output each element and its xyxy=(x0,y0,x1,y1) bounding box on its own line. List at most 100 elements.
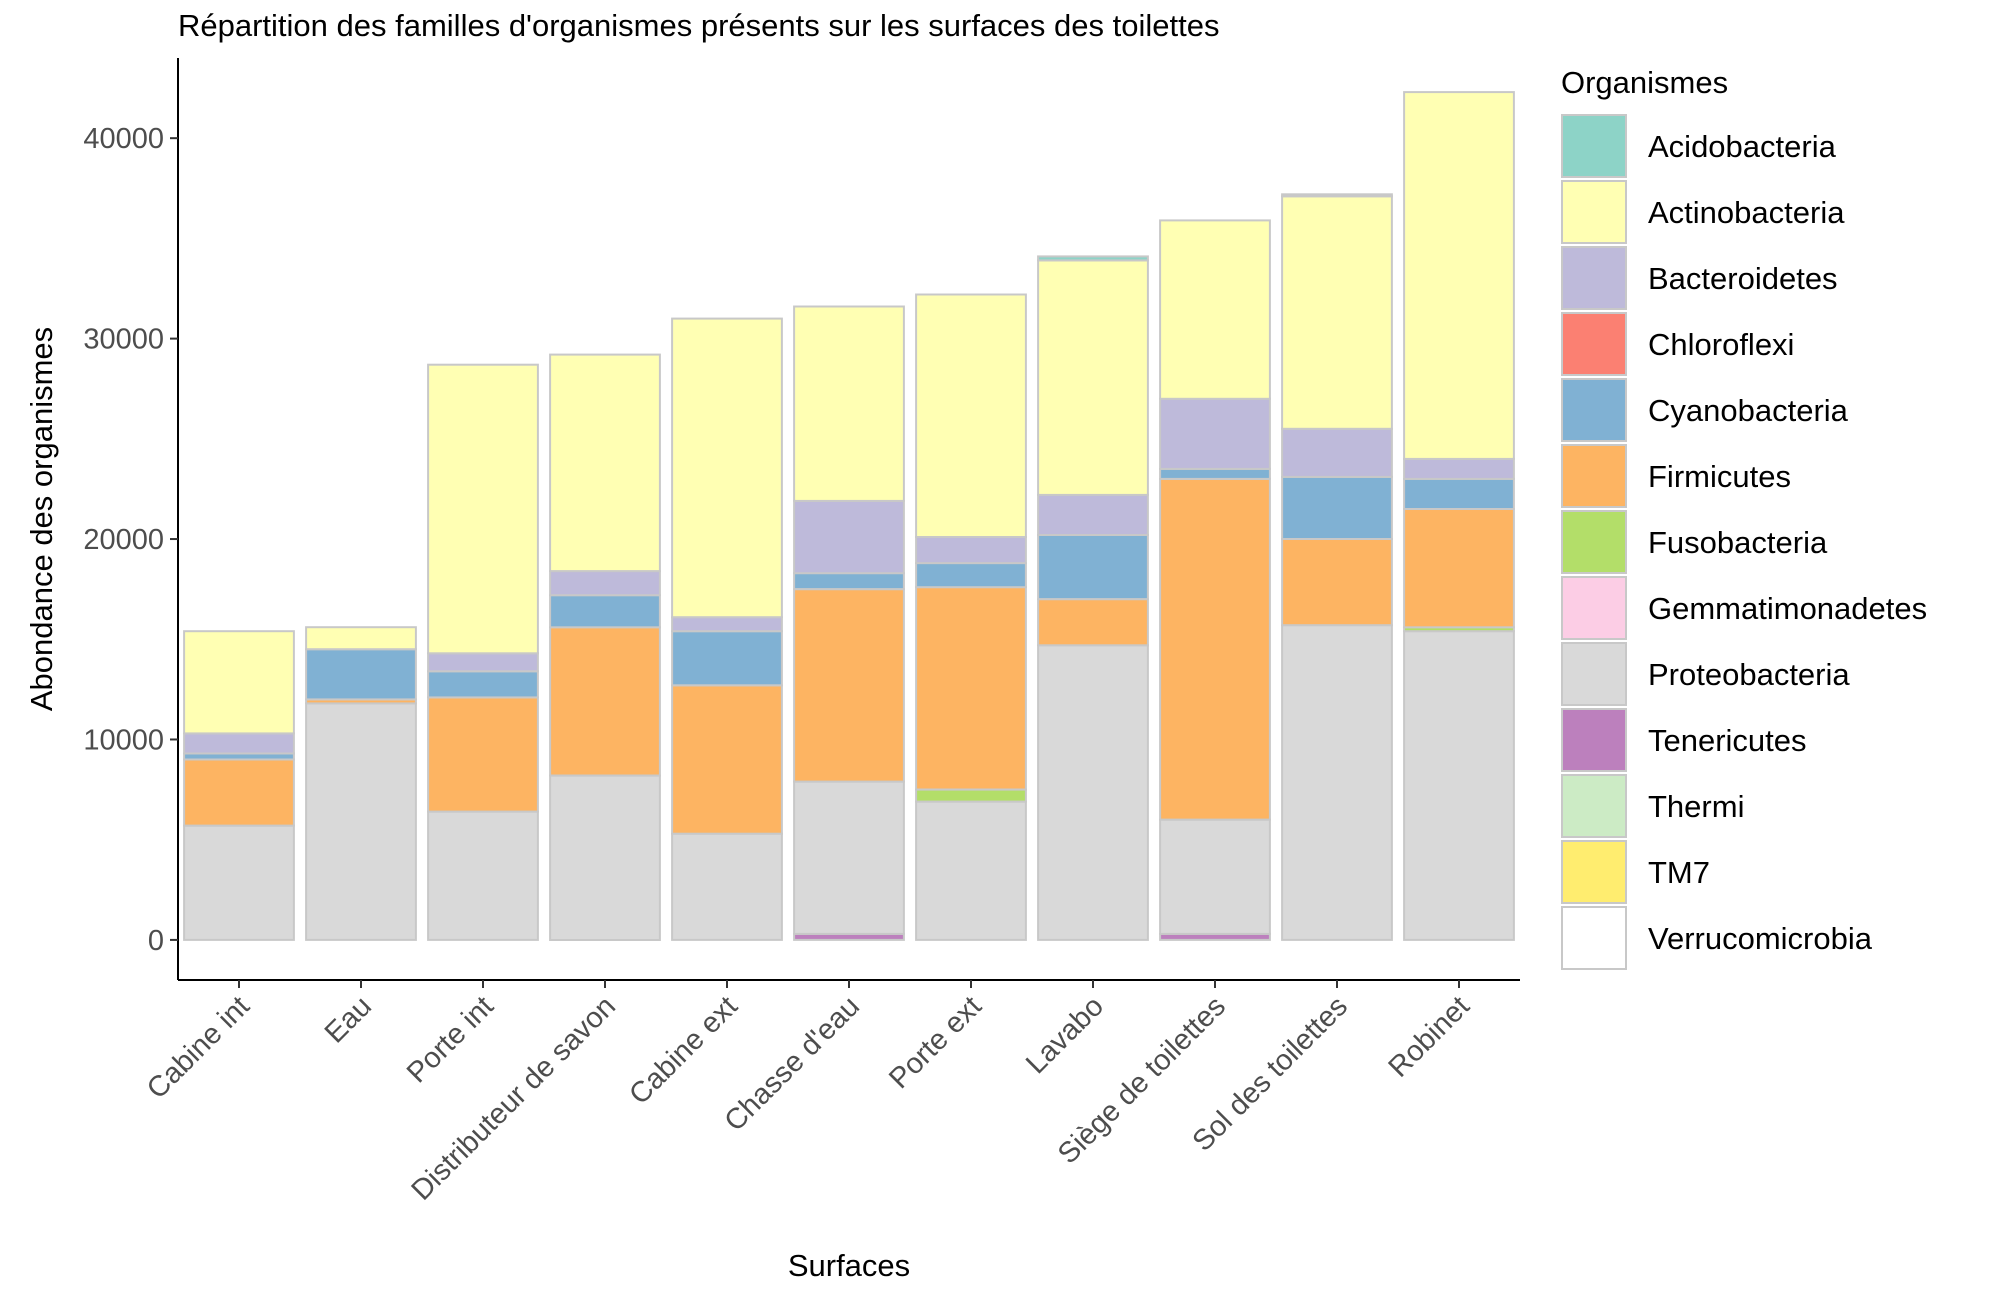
legend-swatch-gemmatimonadetes xyxy=(1561,576,1627,640)
bar-porte-ext-firmicutes xyxy=(915,586,1027,791)
legend-label-bacteroidetes: Bacteroidetes xyxy=(1648,261,1838,296)
y-ticks-group: 0 10000 20000 30000 40000 xyxy=(83,123,178,957)
legend-swatch-bacteroidetes xyxy=(1561,246,1627,310)
legend-label-tm7: TM7 xyxy=(1648,855,1710,890)
bar-cabine-int-firmicutes xyxy=(183,758,295,827)
legend-label-chloroflexi: Chloroflexi xyxy=(1648,327,1794,362)
legend: Acidobacteria Actinobacteria Bacteroidetes… xyxy=(1561,114,1927,970)
bar-porte-ext-cyanobacteria xyxy=(915,562,1027,589)
legend-label-thermi: Thermi xyxy=(1648,789,1744,824)
bar-chasse-d-eau-actinobacteria xyxy=(793,305,905,502)
bar-distributeur-de-savon-actinobacteria xyxy=(549,353,661,573)
x-tick-label-cabine-int: Cabine int xyxy=(141,990,256,1105)
bar-porte-int-firmicutes xyxy=(427,696,539,813)
legend-swatch-cyanobacteria xyxy=(1561,378,1627,442)
legend-label-gemmatimonadetes: Gemmatimonadetes xyxy=(1648,591,1927,626)
bar-robinet-actinobacteria xyxy=(1403,91,1515,460)
bar-cabine-ext-proteobacteria xyxy=(671,832,783,941)
legend-swatch-fusobacteria xyxy=(1561,510,1627,574)
bar-porte-int-proteobacteria xyxy=(427,810,539,941)
bar-porte-ext-fusobacteria xyxy=(915,788,1027,803)
bar-eau-actinobacteria xyxy=(305,626,417,651)
legend-swatch-tm7 xyxy=(1561,840,1627,904)
bar-lavabo-proteobacteria xyxy=(1037,644,1149,941)
bar-robinet-cyanobacteria xyxy=(1403,477,1515,510)
legend-swatch-acidobacteria xyxy=(1561,114,1627,178)
chart-title: Répartition des familles d'organismes pr… xyxy=(178,8,1219,43)
bar-lavabo-cyanobacteria xyxy=(1037,534,1149,601)
bar-porte-int-bacteroidetes xyxy=(427,652,539,673)
bar-robinet-bacteroidetes xyxy=(1403,457,1515,480)
legend-label-acidobacteria: Acidobacteria xyxy=(1648,129,1837,164)
bar-porte-ext-actinobacteria xyxy=(915,293,1027,538)
legend-label-actinobacteria: Actinobacteria xyxy=(1648,195,1845,230)
x-tick-label-porte-ext: Porte ext xyxy=(883,990,988,1095)
bar-siege-de-toilettes-bacteroidetes xyxy=(1159,397,1271,470)
bar-porte-ext-bacteroidetes xyxy=(915,536,1027,565)
y-tick-label: 40000 xyxy=(83,123,164,155)
x-tick-label-porte-int: Porte int xyxy=(401,990,500,1089)
legend-label-tenericutes: Tenericutes xyxy=(1648,723,1807,758)
bar-eau-proteobacteria xyxy=(305,702,417,941)
bar-sol-des-toilettes-acidobacteria xyxy=(1281,193,1393,198)
bar-cabine-ext-firmicutes xyxy=(671,684,783,835)
legend-title: Organismes xyxy=(1561,65,1728,100)
bar-chasse-d-eau-cyanobacteria xyxy=(793,572,905,591)
bar-sol-des-toilettes-actinobacteria xyxy=(1281,195,1393,430)
bar-chasse-d-eau-bacteroidetes xyxy=(793,500,905,575)
bar-sol-des-toilettes-bacteroidetes xyxy=(1281,427,1393,478)
bar-distributeur-de-savon-bacteroidetes xyxy=(549,570,661,597)
bar-lavabo-firmicutes xyxy=(1037,598,1149,647)
y-tick-label: 0 xyxy=(148,925,164,957)
legend-swatch-verrucomicrobia xyxy=(1561,906,1627,970)
legend-label-proteobacteria: Proteobacteria xyxy=(1648,657,1850,692)
legend-label-firmicutes: Firmicutes xyxy=(1648,459,1791,494)
bar-porte-int-cyanobacteria xyxy=(427,670,539,699)
y-tick-label: 20000 xyxy=(83,524,164,556)
legend-swatch-chloroflexi xyxy=(1561,312,1627,376)
x-tick-label-robinet: Robinet xyxy=(1383,990,1476,1083)
legend-swatch-proteobacteria xyxy=(1561,642,1627,706)
legend-label-fusobacteria: Fusobacteria xyxy=(1648,525,1828,560)
bar-cabine-int-bacteroidetes xyxy=(183,732,295,755)
x-tick-label-eau: Eau xyxy=(319,990,378,1049)
bar-cabine-int-proteobacteria xyxy=(183,824,295,941)
legend-swatch-firmicutes xyxy=(1561,444,1627,508)
bar-porte-ext-proteobacteria xyxy=(915,800,1027,941)
bar-cabine-int-actinobacteria xyxy=(183,630,295,735)
bars-group xyxy=(183,91,1515,941)
bar-sol-des-toilettes-firmicutes xyxy=(1281,538,1393,627)
x-axis-title: Surfaces xyxy=(788,1248,910,1283)
bar-siege-de-toilettes-cyanobacteria xyxy=(1159,467,1271,480)
bar-lavabo-actinobacteria xyxy=(1037,259,1149,496)
bar-cabine-ext-cyanobacteria xyxy=(671,630,783,687)
bar-distributeur-de-savon-cyanobacteria xyxy=(549,594,661,629)
x-tick-label-cabine-ext: Cabine ext xyxy=(623,990,744,1111)
bar-lavabo-bacteroidetes xyxy=(1037,493,1149,536)
bar-cabine-ext-actinobacteria xyxy=(671,317,783,619)
x-tick-label-distributeur-de-savon: Distributeur de savon xyxy=(406,990,622,1206)
y-axis-title: Abondance des organismes xyxy=(24,327,59,711)
bar-robinet-firmicutes xyxy=(1403,508,1515,629)
bar-siege-de-toilettes-proteobacteria xyxy=(1159,818,1271,935)
bar-distributeur-de-savon-firmicutes xyxy=(549,626,661,777)
legend-label-cyanobacteria: Cyanobacteria xyxy=(1648,393,1849,428)
y-tick-label: 30000 xyxy=(83,324,164,356)
x-tick-label-lavabo: Lavabo xyxy=(1020,990,1110,1080)
bar-robinet-proteobacteria xyxy=(1403,630,1515,941)
bar-sol-des-toilettes-proteobacteria xyxy=(1281,624,1393,941)
bar-porte-int-actinobacteria xyxy=(427,363,539,655)
legend-label-verrucomicrobia: Verrucomicrobia xyxy=(1648,921,1873,956)
legend-swatch-actinobacteria xyxy=(1561,180,1627,244)
bar-siege-de-toilettes-firmicutes xyxy=(1159,477,1271,821)
legend-swatch-thermi xyxy=(1561,774,1627,838)
bar-distributeur-de-savon-proteobacteria xyxy=(549,774,661,941)
bar-sol-des-toilettes-cyanobacteria xyxy=(1281,475,1393,540)
y-tick-label: 10000 xyxy=(83,724,164,756)
bar-chasse-d-eau-proteobacteria xyxy=(793,780,905,935)
bar-chasse-d-eau-firmicutes xyxy=(793,588,905,783)
bar-siege-de-toilettes-actinobacteria xyxy=(1159,219,1271,400)
bar-eau-cyanobacteria xyxy=(305,648,417,701)
